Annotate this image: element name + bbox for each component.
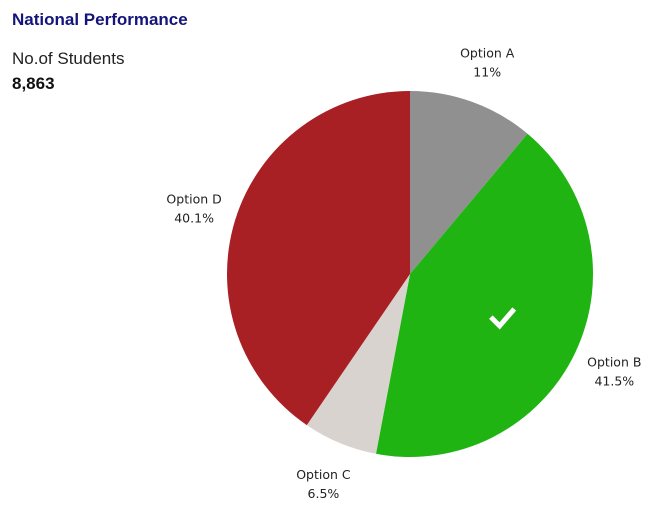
slice-name: Option C bbox=[296, 467, 351, 482]
page-title: National Performance bbox=[12, 10, 188, 29]
slice-label: Option A 11% bbox=[460, 46, 515, 80]
slice-name: Option A bbox=[460, 46, 515, 61]
slice-label: Option B 41.5% bbox=[587, 355, 641, 389]
slice-label: Option C 6.5% bbox=[296, 467, 351, 501]
slice-percent: 40.1% bbox=[174, 210, 214, 225]
checkmark-icon bbox=[489, 307, 517, 330]
slice-percent: 41.5% bbox=[594, 374, 634, 389]
slice-percent: 6.5% bbox=[308, 486, 340, 501]
pie-slice-option-c[interactable] bbox=[306, 274, 410, 454]
slice-label: Option D 40.1% bbox=[166, 191, 221, 225]
pie-slice-option-b[interactable] bbox=[375, 133, 594, 458]
students-count-label: No.of Students bbox=[12, 49, 125, 68]
slice-name: Option B bbox=[587, 355, 641, 370]
pie-slice-option-d[interactable] bbox=[227, 91, 410, 426]
slice-name: Option D bbox=[166, 191, 221, 206]
slice-percent: 11% bbox=[473, 65, 501, 80]
pie-slice-option-a[interactable] bbox=[410, 91, 528, 274]
students-count-value: 8,863 bbox=[12, 74, 55, 93]
